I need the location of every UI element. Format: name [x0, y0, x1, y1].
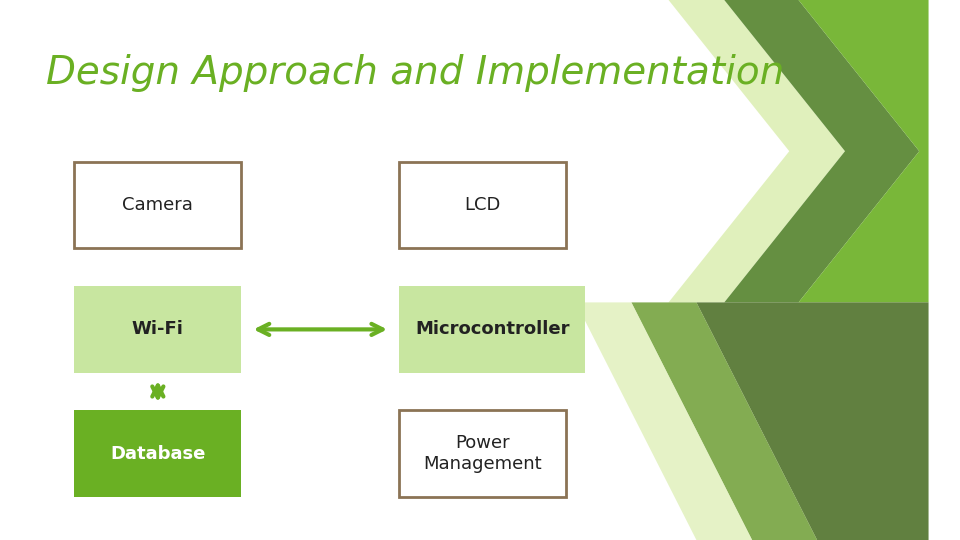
Text: Wi-Fi: Wi-Fi	[132, 320, 183, 339]
Polygon shape	[696, 302, 928, 540]
Polygon shape	[668, 0, 845, 302]
Text: Power
Management: Power Management	[423, 434, 542, 473]
FancyBboxPatch shape	[74, 162, 241, 248]
Text: LCD: LCD	[465, 196, 501, 214]
Text: Microcontroller: Microcontroller	[415, 320, 569, 339]
Text: Design Approach and Implementation: Design Approach and Implementation	[46, 54, 784, 92]
FancyBboxPatch shape	[399, 410, 566, 497]
FancyBboxPatch shape	[399, 162, 566, 248]
Polygon shape	[799, 0, 928, 302]
Polygon shape	[724, 0, 920, 302]
FancyBboxPatch shape	[74, 410, 241, 497]
Text: Camera: Camera	[123, 196, 193, 214]
Polygon shape	[632, 302, 817, 540]
Polygon shape	[576, 302, 752, 540]
FancyBboxPatch shape	[399, 286, 585, 373]
Text: Database: Database	[110, 444, 205, 463]
FancyBboxPatch shape	[74, 286, 241, 373]
